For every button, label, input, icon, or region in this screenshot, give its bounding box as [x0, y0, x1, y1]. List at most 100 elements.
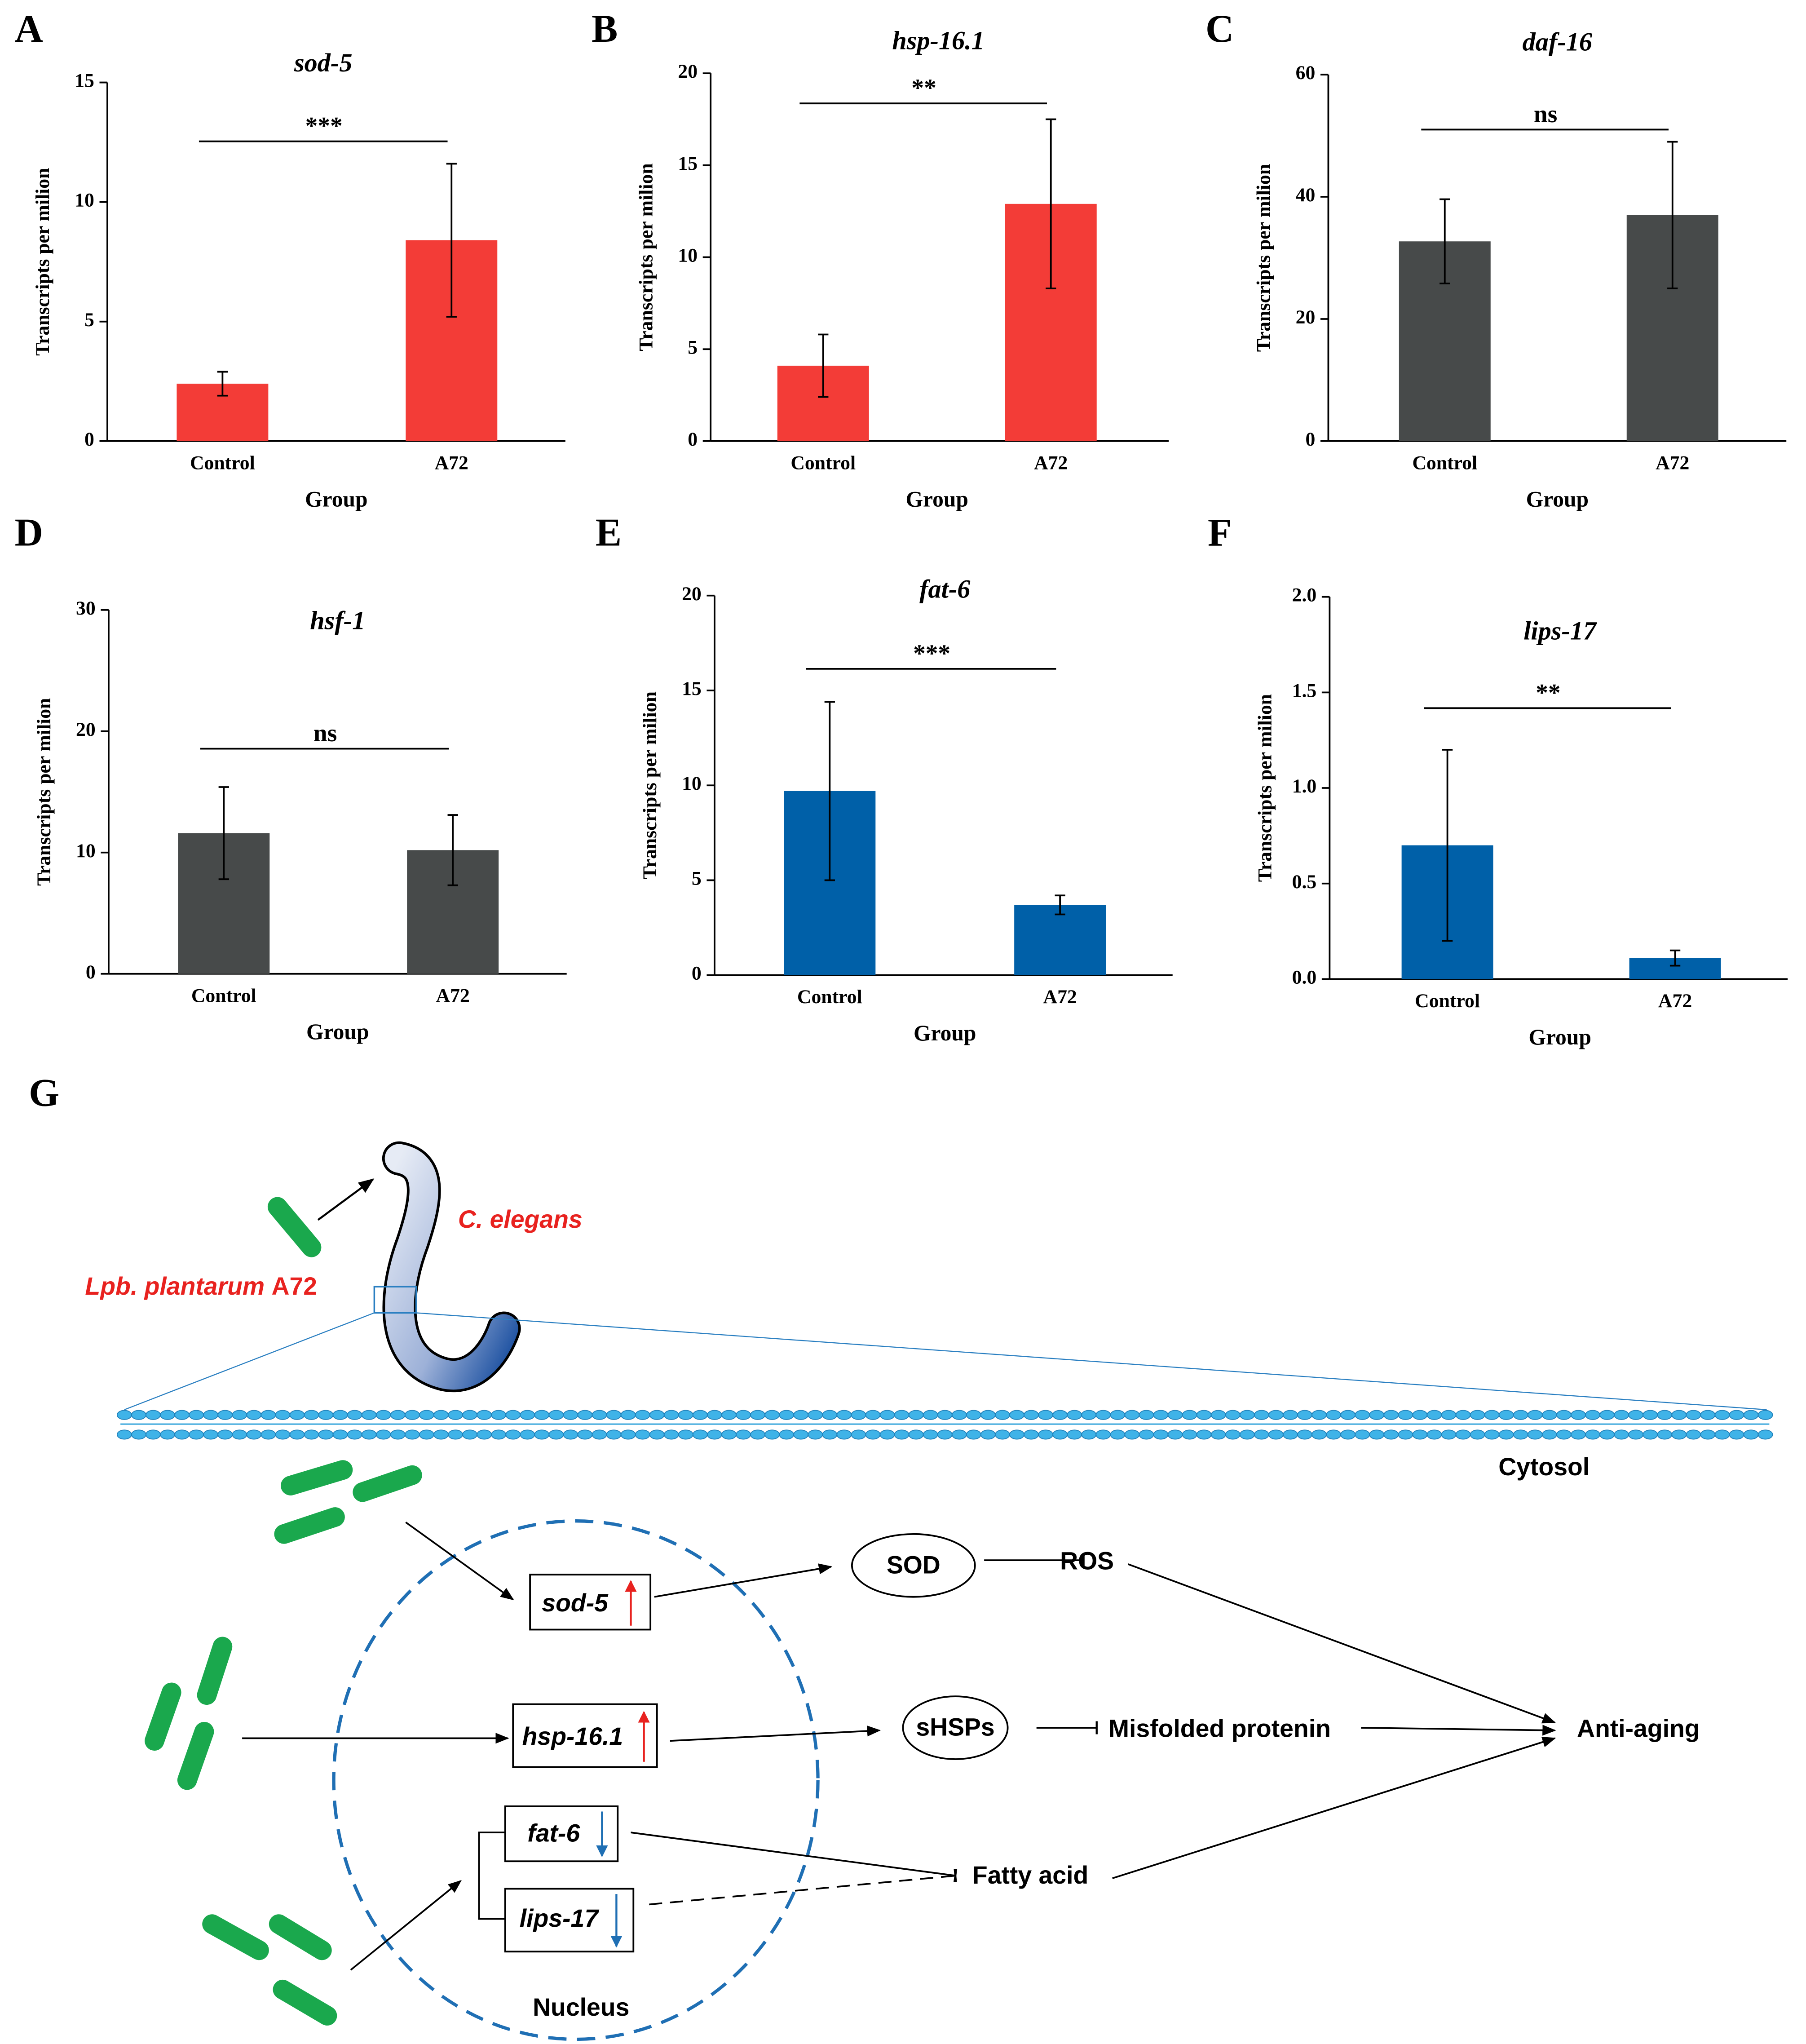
bacteria	[145, 1197, 422, 2026]
lipid-head	[1167, 1429, 1183, 1440]
lipid-head	[1326, 1410, 1341, 1420]
error-bar	[1440, 198, 1450, 284]
lipid-head	[332, 1410, 348, 1420]
y-tick-label: 30	[76, 597, 96, 619]
lipid-head	[620, 1429, 636, 1440]
lipid-head	[232, 1410, 247, 1420]
y-axis-label: Transcripts per milion	[639, 691, 661, 879]
lipid-head	[146, 1410, 161, 1420]
y-tick-label: 10	[682, 773, 702, 794]
x-tick-label: Control	[797, 986, 862, 1008]
lipid-head	[1052, 1429, 1068, 1440]
node: Misfolded protenin	[1108, 1715, 1331, 1743]
lipid-head	[1283, 1410, 1298, 1420]
x-axis-label: Group	[305, 487, 367, 511]
error-bar	[1667, 141, 1678, 289]
lipid-head	[1541, 1429, 1557, 1440]
lipid-head	[304, 1410, 319, 1420]
panel-label: F	[1208, 511, 1232, 554]
significance-label: ***	[913, 639, 950, 667]
lipid-head	[1614, 1429, 1629, 1440]
lipid-head	[606, 1429, 622, 1440]
lipid-head	[951, 1410, 967, 1420]
node-ellipse	[851, 1533, 976, 1598]
lipid-head	[1225, 1410, 1241, 1420]
arrow	[317, 1178, 375, 1221]
error-bar	[824, 701, 835, 881]
x-tick-label: A72	[1658, 990, 1692, 1012]
lipid-head	[246, 1429, 262, 1440]
y-tick-label: 0	[692, 963, 702, 984]
node: ROS	[1060, 1547, 1114, 1575]
gene: hsp-16.1	[522, 1722, 623, 1750]
lipid-head	[995, 1410, 1010, 1420]
y-tick-label: 1.5	[1292, 680, 1317, 701]
lipid-head	[951, 1429, 967, 1440]
lipid-head	[1095, 1429, 1111, 1440]
lipid-head	[1412, 1410, 1428, 1420]
y-tick-label: 10	[75, 190, 94, 211]
lipid-head	[1210, 1410, 1226, 1420]
lipid-head	[275, 1410, 291, 1420]
lipid-head	[1757, 1429, 1773, 1440]
lipid-head	[1153, 1410, 1169, 1420]
lipid-head	[620, 1410, 636, 1420]
lipid-head	[1455, 1429, 1471, 1440]
y-axis-label: Transcripts per milion	[33, 698, 55, 886]
lipid-head	[1729, 1410, 1744, 1420]
lipid-head	[520, 1429, 535, 1440]
chart-title: fat-6	[919, 574, 971, 603]
nucleus-label: Nucleus	[533, 1993, 629, 2021]
gene: lips-17	[520, 1904, 600, 1932]
y-tick-label: 0	[1305, 429, 1315, 450]
lipid-head	[534, 1410, 550, 1420]
lipid-head	[390, 1410, 406, 1420]
lipid-head	[606, 1410, 622, 1420]
lipid-head	[1412, 1429, 1428, 1440]
lipid-head	[318, 1410, 334, 1420]
lipid-head	[851, 1410, 866, 1420]
lipid-head	[635, 1410, 650, 1420]
lipid-head	[1340, 1410, 1356, 1420]
lipid-head	[1714, 1410, 1730, 1420]
lipid-head	[390, 1429, 406, 1440]
lipid-head	[1729, 1429, 1744, 1440]
lipid-head	[692, 1429, 708, 1440]
membrane	[116, 1410, 1773, 1440]
x-tick-label: A72	[1034, 452, 1068, 473]
lipid-head	[160, 1410, 175, 1420]
lipid-head	[649, 1410, 665, 1420]
lipid-head	[1139, 1429, 1154, 1440]
lipid-head	[1541, 1410, 1557, 1420]
lipid-head	[966, 1410, 981, 1420]
lipid-head	[764, 1429, 780, 1440]
y-tick-label: 0.5	[1292, 871, 1317, 893]
lipid-head	[923, 1429, 938, 1440]
lipid-head	[1498, 1410, 1514, 1420]
lipid-head	[1657, 1429, 1673, 1440]
lipid-head	[1095, 1410, 1111, 1420]
lipid-head	[1225, 1429, 1241, 1440]
lipid-head	[1556, 1410, 1572, 1420]
y-tick-label: 0	[86, 961, 96, 983]
lipid-head	[793, 1410, 809, 1420]
zoom-line	[416, 1312, 1767, 1411]
lipid-head	[1239, 1429, 1255, 1440]
lipid-head	[836, 1429, 852, 1440]
lipid-head	[1527, 1429, 1543, 1440]
lipid-head	[1369, 1410, 1385, 1420]
strain-id: A72	[272, 1272, 318, 1300]
node: SOD	[887, 1551, 941, 1579]
x-axis-label: Group	[914, 1021, 976, 1045]
panel-label: G	[29, 1071, 59, 1115]
lipid-head	[448, 1410, 463, 1420]
lipid-head	[1024, 1410, 1039, 1420]
lipid-head	[1110, 1429, 1126, 1440]
lipid-head	[1571, 1429, 1586, 1440]
lipid-head	[1671, 1410, 1687, 1420]
lipid-head	[1024, 1429, 1039, 1440]
lipid-head	[851, 1429, 866, 1440]
lipid-head	[1340, 1429, 1356, 1440]
lipid-head	[692, 1410, 708, 1420]
